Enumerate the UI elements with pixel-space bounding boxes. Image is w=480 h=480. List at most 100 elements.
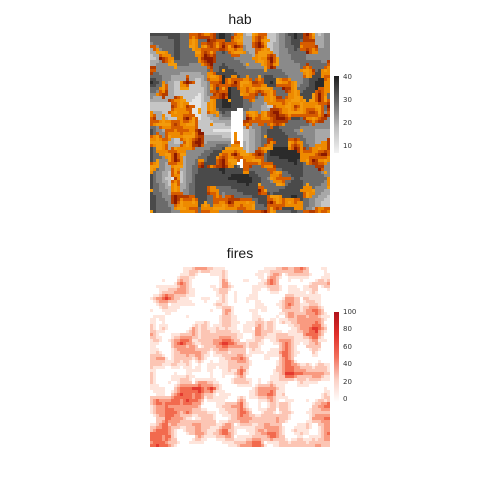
raster-cell [327, 96, 330, 99]
raster-cell [318, 114, 321, 117]
raster-cell [270, 282, 273, 285]
raster-cell [162, 354, 165, 357]
raster-cell [258, 345, 261, 348]
raster-cell [249, 330, 252, 333]
raster-cell [183, 114, 186, 117]
raster-cell [219, 168, 222, 171]
raster-cell [228, 177, 231, 180]
raster-cell [318, 42, 321, 45]
raster-cell [201, 129, 204, 132]
raster-cell [192, 57, 195, 60]
raster-cell [204, 108, 207, 111]
raster-cell [324, 90, 327, 93]
raster-cell [288, 303, 291, 306]
raster-cell [153, 183, 156, 186]
raster-cell [288, 120, 291, 123]
raster-cell [276, 99, 279, 102]
raster-cell [276, 105, 279, 108]
raster-cell [192, 111, 195, 114]
raster-cell [327, 204, 330, 207]
raster-cell [213, 165, 216, 168]
raster-cell [234, 72, 237, 75]
raster-cell [231, 189, 234, 192]
raster-cell [297, 333, 300, 336]
raster-cell [165, 126, 168, 129]
raster-cell [225, 105, 228, 108]
raster-cell [228, 195, 231, 198]
raster-cell [234, 60, 237, 63]
raster-cell [153, 330, 156, 333]
raster-cell [186, 39, 189, 42]
raster-cell [327, 162, 330, 165]
raster-cell [225, 96, 228, 99]
raster-cell [285, 204, 288, 207]
raster-cell [297, 204, 300, 207]
raster-cell [273, 72, 276, 75]
raster-cell [255, 297, 258, 300]
raster-cell [276, 108, 279, 111]
raster-cell [195, 66, 198, 69]
raster-cell [291, 147, 294, 150]
raster-cell [234, 195, 237, 198]
raster-cell [327, 198, 330, 201]
raster-cell [162, 291, 165, 294]
raster-cell [273, 99, 276, 102]
raster-cell [258, 186, 261, 189]
raster-cell [255, 204, 258, 207]
raster-cell [303, 90, 306, 93]
raster-cell [276, 189, 279, 192]
raster-cell [222, 171, 225, 174]
raster-cell [309, 300, 312, 303]
raster-cell [198, 45, 201, 48]
raster-cell [321, 204, 324, 207]
raster-cell [258, 51, 261, 54]
raster-cell [315, 300, 318, 303]
raster-cell [285, 333, 288, 336]
raster-cell [264, 33, 267, 36]
raster-cell [273, 111, 276, 114]
raster-cell [186, 87, 189, 90]
raster-cell [303, 111, 306, 114]
raster-cell [162, 297, 165, 300]
raster-cell [195, 90, 198, 93]
raster-cell [171, 63, 174, 66]
raster-cell [327, 66, 330, 69]
raster-cell [162, 315, 165, 318]
raster-cell [264, 189, 267, 192]
raster-cell [294, 135, 297, 138]
raster-cell [318, 336, 321, 339]
raster-cell [159, 69, 162, 72]
raster-cell [213, 51, 216, 54]
raster-cell [180, 162, 183, 165]
raster-cell [171, 48, 174, 51]
raster-cell [150, 318, 153, 321]
raster-cell [285, 147, 288, 150]
raster-cell [153, 204, 156, 207]
raster-cell [279, 147, 282, 150]
raster-cell [234, 375, 237, 378]
raster-cell [171, 336, 174, 339]
raster-cell [291, 303, 294, 306]
raster-cell [183, 123, 186, 126]
raster-cell [150, 171, 153, 174]
raster-cell [258, 117, 261, 120]
raster-cell [183, 99, 186, 102]
raster-cell [291, 366, 294, 369]
raster-cell [186, 66, 189, 69]
raster-cell [255, 330, 258, 333]
raster-cell [240, 99, 243, 102]
raster-cell [231, 369, 234, 372]
raster-cell [153, 99, 156, 102]
raster-cell [246, 135, 249, 138]
raster-cell [246, 129, 249, 132]
raster-cell [222, 114, 225, 117]
raster-cell [276, 303, 279, 306]
raster-cell [285, 174, 288, 177]
raster-cell [153, 54, 156, 57]
raster-cell [276, 72, 279, 75]
raster-cell [159, 114, 162, 117]
raster-cell [213, 138, 216, 141]
raster-cell [267, 57, 270, 60]
raster-cell [324, 96, 327, 99]
raster-cell [222, 81, 225, 84]
